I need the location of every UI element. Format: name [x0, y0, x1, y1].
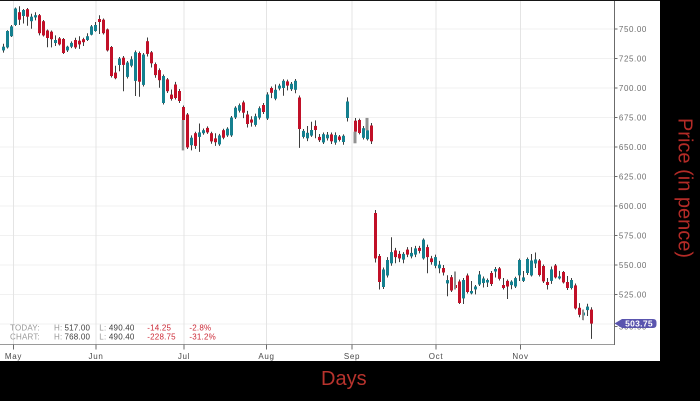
svg-text:600.00: 600.00	[619, 202, 647, 211]
svg-text:768.00: 768.00	[65, 333, 91, 342]
svg-text:L:: L:	[99, 324, 106, 333]
svg-text:Jul: Jul	[178, 352, 190, 361]
svg-text:-31.2%: -31.2%	[189, 333, 216, 342]
svg-text:CHART:: CHART:	[10, 333, 40, 342]
svg-text:490.40: 490.40	[109, 333, 135, 342]
svg-text:-228.75: -228.75	[147, 333, 176, 342]
svg-text:675.00: 675.00	[619, 113, 647, 122]
svg-text:517.00: 517.00	[65, 324, 91, 333]
svg-text:Jun: Jun	[89, 352, 104, 361]
svg-text:Sep: Sep	[344, 352, 360, 361]
svg-text:650.00: 650.00	[619, 143, 647, 152]
svg-text:L:: L:	[99, 333, 106, 342]
svg-text:Nov: Nov	[512, 352, 528, 361]
svg-text:Oct: Oct	[429, 352, 444, 361]
svg-text:525.00: 525.00	[619, 290, 647, 299]
svg-text:550.00: 550.00	[619, 261, 647, 270]
svg-text:H:: H:	[54, 324, 62, 333]
svg-text:725.00: 725.00	[619, 54, 647, 63]
svg-text:700.00: 700.00	[619, 84, 647, 93]
svg-text:TODAY:: TODAY:	[10, 324, 40, 333]
svg-text:750.00: 750.00	[619, 25, 647, 34]
svg-text:-14.25: -14.25	[147, 324, 171, 333]
svg-text:H:: H:	[54, 333, 62, 342]
svg-text:Aug: Aug	[258, 352, 274, 361]
svg-text:-2.8%: -2.8%	[189, 324, 211, 333]
svg-text:490.40: 490.40	[109, 324, 135, 333]
svg-text:575.00: 575.00	[619, 231, 647, 240]
svg-text:May: May	[5, 352, 22, 361]
svg-text:503.75: 503.75	[625, 319, 653, 329]
svg-text:625.00: 625.00	[619, 172, 647, 181]
